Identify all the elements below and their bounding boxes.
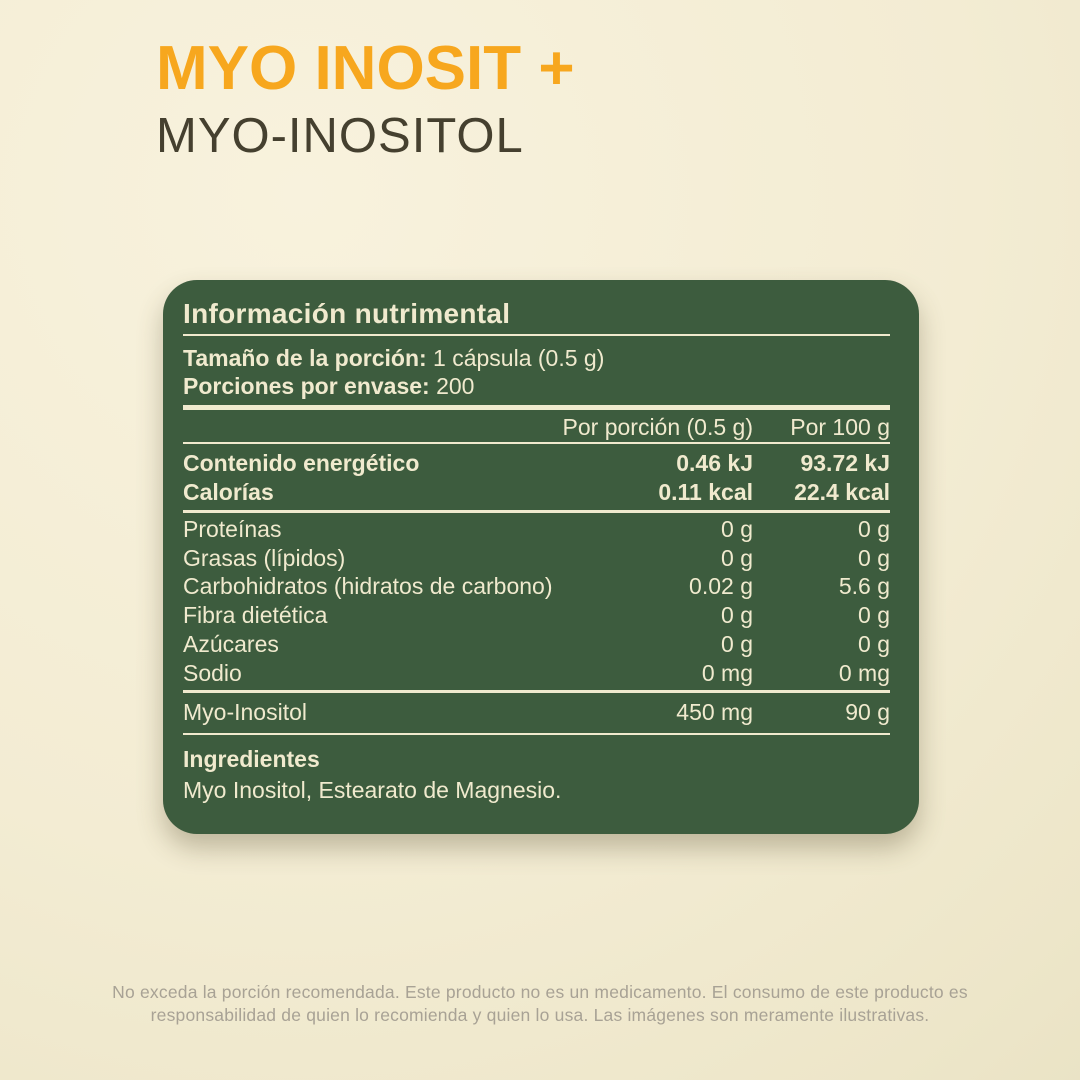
table-row-active-ingredient: Myo-Inositol 450 mg 90 g: [183, 693, 890, 733]
nutrient-per-serving: 0 g: [721, 544, 753, 571]
energy-rows: Contenido energético 0.46 kJ 93.72 kJ Ca…: [183, 444, 890, 510]
panel-title: Información nutrimental: [183, 298, 511, 329]
column-header-row: Por porción (0.5 g) Por 100 g: [183, 412, 890, 442]
nutrient-per-100g: 0 mg: [838, 659, 890, 686]
nutrient-label: Calorías: [183, 479, 274, 505]
serving-size-line: Tamaño de la porción: 1 cápsula (0.5 g): [183, 344, 890, 372]
nutrient-per-100g: 22.4 kcal: [794, 479, 890, 505]
nutrient-label: Proteínas: [183, 516, 282, 542]
servings-per-container-label: Porciones por envase:: [183, 373, 430, 399]
nutrient-per-100g: 0 g: [858, 630, 890, 657]
product-subtitle: MYO-INOSITOL: [156, 109, 524, 163]
divider-thick: [183, 405, 890, 410]
nutrient-per-100g: 90 g: [845, 699, 890, 726]
nutrient-label: Myo-Inositol: [183, 699, 307, 726]
nutrition-facts-panel: Información nutrimental Tamaño de la por…: [163, 280, 919, 835]
column-header-per-100g: Por 100 g: [790, 414, 890, 440]
nutrient-per-serving: 0 g: [721, 602, 753, 629]
servings-per-container-line: Porciones por envase: 200: [183, 372, 890, 400]
nutrient-per-100g: 0 g: [858, 602, 890, 629]
nutrient-label: Azúcares: [183, 630, 279, 657]
servings-per-container-value: 200: [436, 373, 475, 399]
table-row: Contenido energético 0.46 kJ 93.72 kJ: [183, 449, 890, 478]
nutrient-per-serving: 0 mg: [701, 659, 753, 686]
ingredients-label: Ingredientes: [183, 746, 320, 773]
nutrient-rows: Proteínas 0 g 0 g Grasas (lípidos) 0 g 0…: [183, 513, 890, 690]
table-row: Fibra dietética 0 g 0 g: [183, 601, 890, 630]
nutrient-per-100g: 0 g: [858, 544, 890, 571]
footer-disclaimer: No exceda la porción recomendada. Este p…: [110, 981, 970, 1027]
nutrient-per-serving: 0 g: [721, 630, 753, 657]
nutrient-per-100g: 5.6 g: [838, 573, 890, 600]
nutrient-per-100g: 0 g: [858, 516, 890, 542]
nutrient-per-serving: 450 mg: [676, 699, 753, 726]
divider: [183, 334, 890, 336]
serving-size-value: 1 cápsula (0.5 g): [433, 345, 605, 371]
table-row: Proteínas 0 g 0 g: [183, 515, 890, 544]
nutrient-per-serving: 0 g: [721, 516, 753, 542]
product-header: MYO INOSIT + MYO-INOSITOL: [156, 38, 575, 161]
divider: [183, 690, 890, 694]
nutrient-label: Fibra dietética: [183, 602, 328, 629]
nutrient-label: Carbohidratos (hidratos de carbono): [183, 573, 553, 600]
nutrient-label: Contenido energético: [183, 450, 420, 476]
nutrient-label: Sodio: [183, 659, 242, 686]
nutrient-per-serving: 0.11 kcal: [658, 479, 753, 505]
table-row: Calorías 0.11 kcal 22.4 kcal: [183, 478, 890, 507]
table-row: Azúcares 0 g 0 g: [183, 630, 890, 659]
disclaimer-line: responsabilidad de quien lo recomienda y…: [150, 1005, 930, 1025]
divider: [183, 442, 890, 444]
product-title: MYO INOSIT +: [156, 34, 575, 103]
disclaimer-line: No exceda la porción recomendada. Este p…: [112, 982, 968, 1002]
table-row: Carbohidratos (hidratos de carbono) 0.02…: [183, 572, 890, 601]
nutrient-per-serving: 0.46 kJ: [676, 450, 753, 476]
table-row: Grasas (lípidos) 0 g 0 g: [183, 544, 890, 573]
ingredients-value: Myo Inositol, Estearato de Magnesio.: [183, 777, 562, 804]
column-header-per-serving: Por porción (0.5 g): [562, 414, 753, 440]
serving-size-label: Tamaño de la porción:: [183, 345, 427, 371]
divider: [183, 733, 890, 736]
divider: [183, 510, 890, 513]
nutrient-per-serving: 0.02 g: [689, 573, 753, 600]
nutrient-per-100g: 93.72 kJ: [800, 450, 890, 476]
table-row: Sodio 0 mg 0 mg: [183, 659, 890, 688]
nutrient-label: Grasas (lípidos): [183, 544, 346, 571]
